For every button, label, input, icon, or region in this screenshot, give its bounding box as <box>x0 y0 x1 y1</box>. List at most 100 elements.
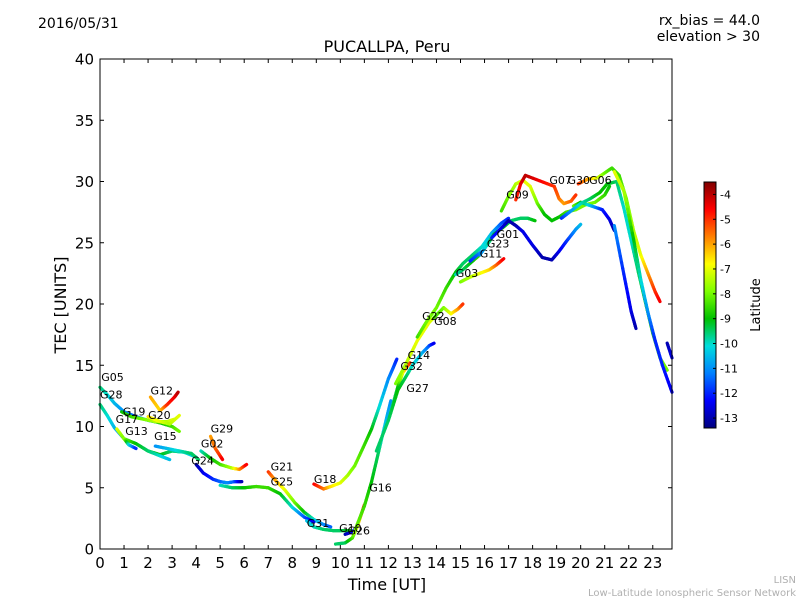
series-G31 <box>305 519 352 533</box>
satellite-label: G28 <box>100 388 123 401</box>
x-tick-label: 9 <box>312 554 322 572</box>
satellite-label: G29 <box>211 423 234 436</box>
x-tick-label: 15 <box>451 554 470 572</box>
series-segment <box>176 429 181 433</box>
x-tick-label: 4 <box>191 554 201 572</box>
satellite-label: G12 <box>151 385 174 398</box>
y-axis-label: TEC [UNITS] <box>51 257 70 355</box>
satellite-label: G10 <box>339 522 362 535</box>
satellite-label: G23 <box>487 238 510 251</box>
series-G20 <box>146 413 181 426</box>
satellite-label: G14 <box>408 349 431 362</box>
colorbar-tick-label: -12 <box>720 387 738 400</box>
colorbar-tick-label: -13 <box>720 412 738 425</box>
satellite-label: G07 <box>549 174 572 187</box>
series-G-c <box>612 224 638 331</box>
series-G11 <box>458 257 506 284</box>
y-tick-label: 0 <box>84 541 94 559</box>
satellite-label: G19 <box>123 406 146 419</box>
series-G08 <box>432 302 465 320</box>
series-G29 <box>208 434 225 462</box>
satellite-label: G25 <box>271 475 294 488</box>
satellite-label: G15 <box>154 430 177 443</box>
colorbar-tick-label: -8 <box>720 288 731 301</box>
x-tick-label: 11 <box>355 554 374 572</box>
colorbar-tick-label: -4 <box>720 188 731 201</box>
satellite-label: G16 <box>369 481 392 494</box>
x-tick-label: 7 <box>263 554 273 572</box>
satellite-label: G30 <box>568 174 591 187</box>
series-segment <box>607 184 612 190</box>
series-G18 <box>312 357 399 491</box>
elevation-label: elevation > 30 <box>656 29 760 45</box>
satellite-label: G22 <box>422 310 445 323</box>
series-segment <box>664 367 669 372</box>
series-segment <box>506 216 511 221</box>
satellite-label: G32 <box>400 360 423 373</box>
x-tick-label: 21 <box>595 554 614 572</box>
colorbar-tick-label: -7 <box>720 263 731 276</box>
colorbar-tick-label: -6 <box>720 238 731 251</box>
x-axis-label: Time [UT] <box>347 575 426 594</box>
satellite-label: G17 <box>116 413 139 426</box>
series-G22 <box>415 216 511 339</box>
series-G16 <box>353 399 393 533</box>
date-label: 2016/05/31 <box>38 16 119 32</box>
series-G15 <box>153 444 201 462</box>
x-tick-label: 12 <box>379 554 398 572</box>
satellite-label: G21 <box>271 461 294 474</box>
satellite-label: G09 <box>506 189 529 202</box>
x-tick-label: 2 <box>143 554 153 572</box>
satellite-label: G26 <box>348 524 371 537</box>
x-tick-label: 18 <box>523 554 542 572</box>
series-G12 <box>148 390 180 413</box>
y-tick-label: 35 <box>75 112 94 130</box>
series-G01 <box>490 219 583 262</box>
x-tick-label: 0 <box>95 554 105 572</box>
colorbar-tick-label: -11 <box>720 362 738 375</box>
y-tick-label: 10 <box>75 418 94 436</box>
x-tick-label: 6 <box>239 554 249 572</box>
colorbar-tick-label: -10 <box>720 338 738 351</box>
x-tick-label: 3 <box>167 554 177 572</box>
x-tick-label: 14 <box>427 554 446 572</box>
series-G17 <box>115 427 172 462</box>
satellite-label: G24 <box>191 455 214 468</box>
series-G-e <box>468 249 484 263</box>
colorbar-tick-label: -9 <box>720 313 731 326</box>
satellite-label: G18 <box>314 473 337 486</box>
series-segment <box>573 193 578 198</box>
x-tick-label: 20 <box>571 554 590 572</box>
series-segment <box>196 457 201 462</box>
series-segment <box>657 298 662 304</box>
series-G24 <box>194 462 244 485</box>
series-G25 <box>218 483 316 524</box>
series-segment <box>176 413 181 419</box>
satellite-label: G05 <box>101 371 124 384</box>
satellite-label: G20 <box>148 409 171 422</box>
x-tick-label: 17 <box>499 554 518 572</box>
plot-area <box>100 59 672 549</box>
series-segment <box>244 462 249 467</box>
x-tick-label: 1 <box>119 554 129 572</box>
series-segment <box>311 519 316 524</box>
series-G07 <box>514 173 578 206</box>
series-G27 <box>374 341 436 453</box>
chart-title: PUCALLPA, Peru <box>324 37 451 56</box>
x-tick-label: 8 <box>287 554 297 572</box>
series-segment <box>578 222 583 227</box>
satellite-label: G11 <box>480 247 503 260</box>
x-tick-label: 16 <box>475 554 494 572</box>
series-segment <box>460 302 465 307</box>
x-tick-label: 19 <box>547 554 566 572</box>
y-tick-label: 30 <box>75 173 94 191</box>
series-segment <box>633 324 638 331</box>
series-G06 <box>576 166 662 304</box>
y-tick-label: 40 <box>75 51 94 69</box>
satellite-label: G31 <box>307 517 330 530</box>
x-tick-label: 10 <box>331 554 350 572</box>
series-G14 <box>394 310 441 386</box>
series-G21 <box>266 470 333 529</box>
x-tick-label: 13 <box>403 554 422 572</box>
series-segment <box>407 361 412 366</box>
